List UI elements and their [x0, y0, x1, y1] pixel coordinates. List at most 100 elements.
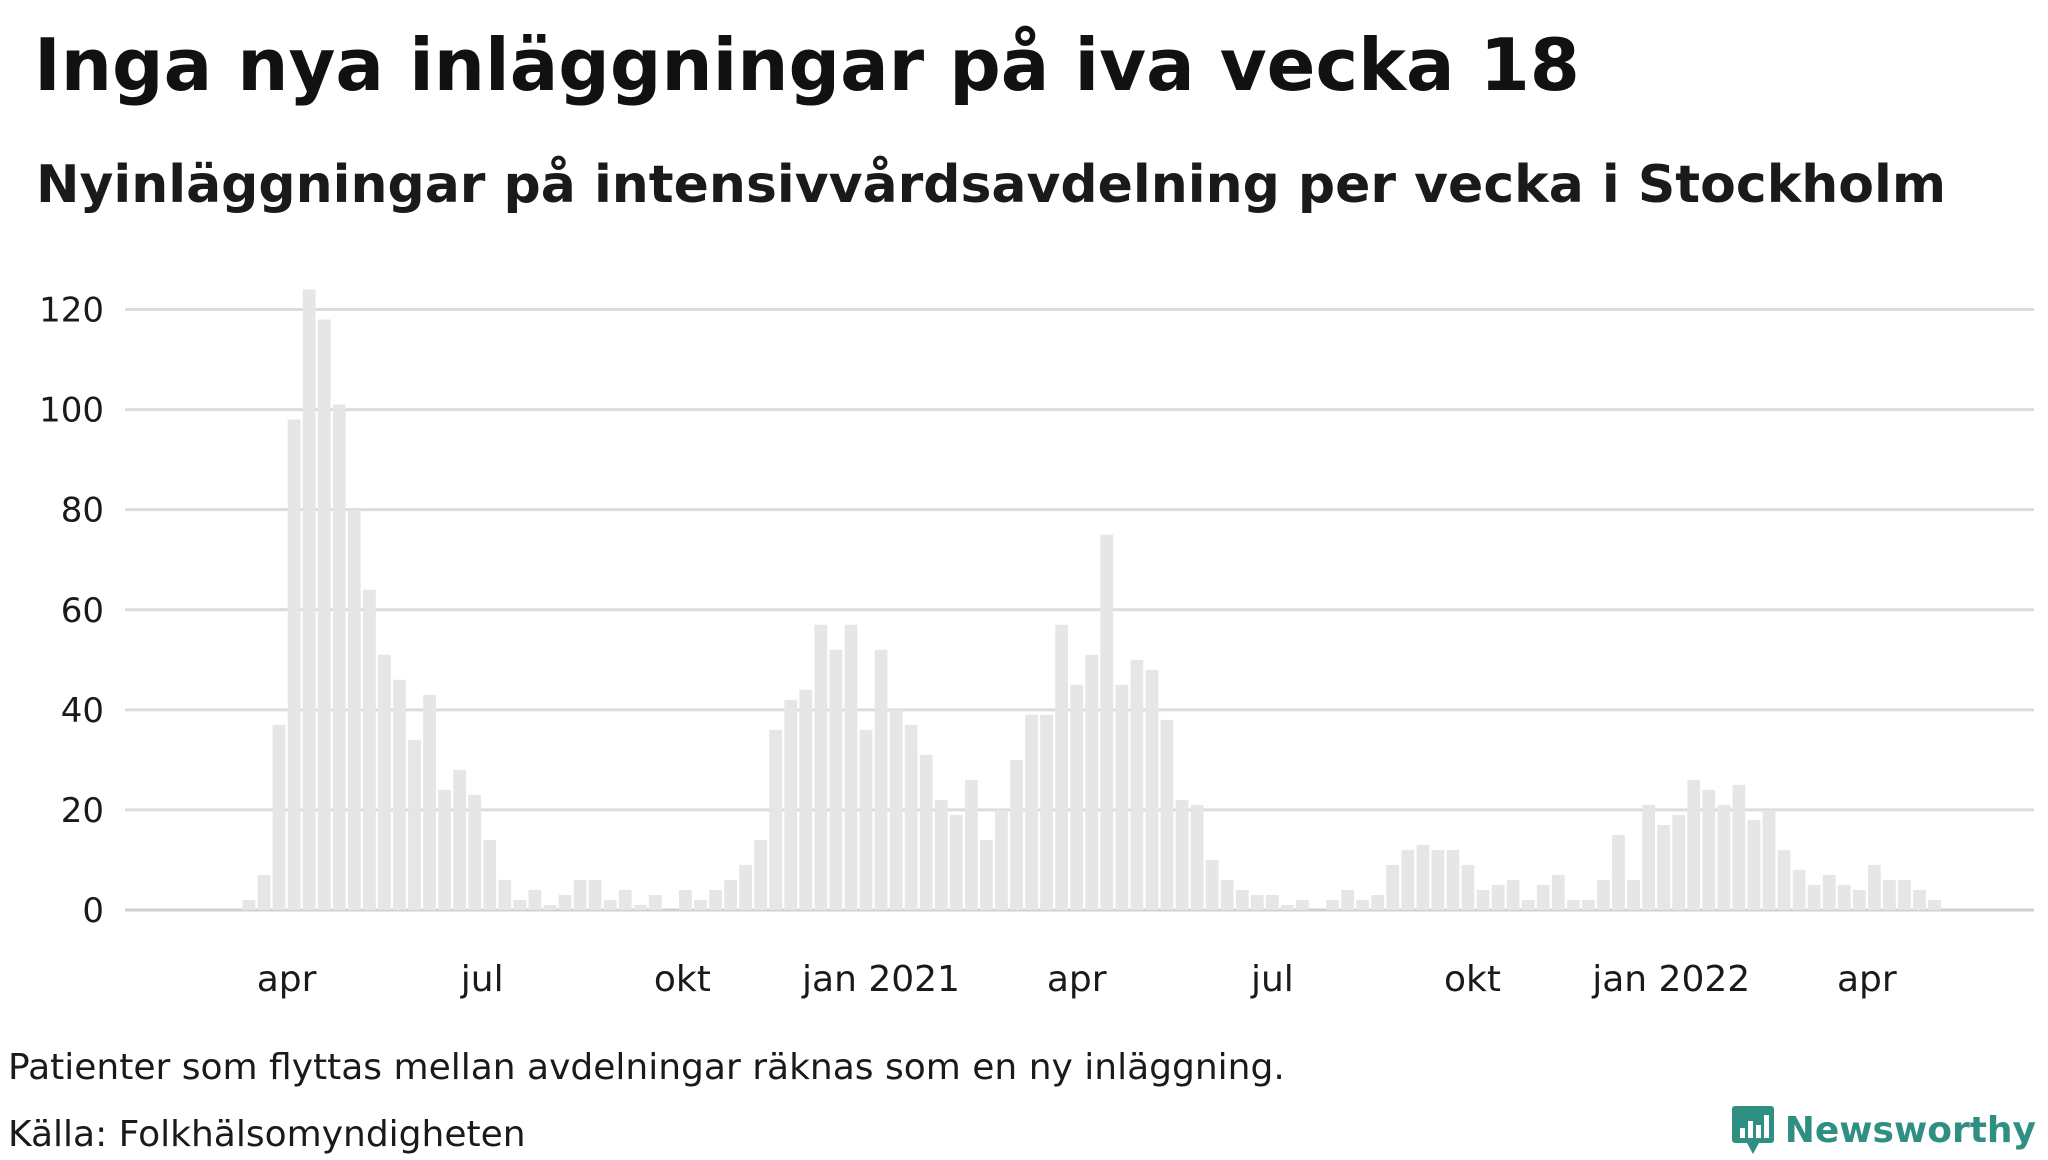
bar: [257, 874, 271, 910]
bar: [378, 654, 391, 910]
bar: [1175, 799, 1189, 910]
bar: [1085, 654, 1099, 910]
bar: [543, 905, 557, 910]
bar: [1506, 879, 1520, 910]
x-tick-label: okt: [654, 959, 711, 1000]
bar: [754, 839, 768, 910]
bar: [1055, 624, 1069, 910]
bar: [934, 799, 948, 910]
bar: [1130, 659, 1144, 910]
bar: [1461, 864, 1475, 910]
y-tick-label: 100: [39, 391, 104, 431]
bar: [423, 694, 436, 910]
bar: [995, 809, 1008, 910]
bar: [1265, 894, 1279, 910]
bar: [1837, 884, 1851, 910]
bar: [302, 289, 316, 911]
bar: [769, 729, 783, 910]
bar: [1627, 879, 1640, 910]
bar: [1702, 789, 1716, 910]
chart-note: Patienter som flyttas mellan avdelningar…: [8, 1047, 1285, 1088]
bar: [588, 879, 602, 910]
bar: [438, 789, 451, 910]
bar: [1717, 804, 1731, 910]
bar: [1401, 849, 1415, 910]
bar: [513, 899, 527, 910]
bar: [1687, 779, 1701, 910]
bar: [317, 319, 331, 910]
bar: [1220, 879, 1234, 910]
bar: [347, 509, 361, 910]
y-tick-label: 120: [39, 291, 104, 331]
bar: [739, 864, 752, 910]
bar: [1521, 899, 1535, 910]
bar: [964, 779, 978, 910]
bar: [1235, 889, 1249, 910]
bar: [468, 794, 482, 910]
bar: [272, 724, 286, 910]
bar: [1883, 879, 1896, 910]
bar: [618, 889, 632, 910]
bar: [1597, 879, 1610, 910]
bar: [1040, 714, 1053, 910]
y-tick-label: 80: [61, 491, 104, 531]
bar: [1356, 899, 1370, 910]
bar: [1536, 884, 1550, 910]
bar: [1762, 809, 1776, 910]
y-tick-label: 60: [61, 591, 104, 631]
bar: [1792, 869, 1806, 910]
bar: [1010, 759, 1023, 911]
bar: [1070, 684, 1084, 910]
bar: [919, 754, 933, 910]
bar: [889, 709, 903, 910]
bar: [1250, 894, 1264, 910]
newsworthy-logo[interactable]: Newsworthy: [1731, 1100, 2036, 1160]
bar: [694, 899, 707, 910]
bar: [1205, 859, 1219, 910]
bar: [1657, 824, 1671, 910]
bar: [528, 889, 542, 910]
bar: [498, 879, 512, 910]
bar: [799, 689, 813, 910]
bar: [679, 889, 692, 910]
bar: [1822, 874, 1836, 910]
x-tick-label: apr: [257, 959, 317, 1000]
bar: [980, 839, 993, 910]
y-tick-label: 0: [82, 891, 104, 931]
bar: [1386, 864, 1400, 910]
y-tick-label: 20: [61, 791, 104, 831]
bar: [1145, 669, 1159, 910]
bar: [709, 889, 722, 910]
x-tick-label: okt: [1444, 959, 1501, 1000]
bar: [1115, 684, 1129, 910]
bar: [648, 894, 662, 910]
bar: [1747, 819, 1761, 910]
bar: [949, 814, 963, 910]
bar: [844, 624, 858, 910]
bar: [1551, 874, 1565, 910]
bar: [1160, 719, 1174, 910]
bar: [1416, 844, 1430, 910]
y-axis-ticks: 0 20 40 60 80 100 120: [39, 291, 104, 932]
bar: [1296, 899, 1309, 910]
bar: [1867, 864, 1881, 910]
bar: [859, 729, 873, 910]
bar: [1777, 849, 1791, 910]
bar: [603, 899, 617, 910]
bar: [1566, 899, 1580, 910]
bar: [1807, 884, 1821, 910]
x-tick-label: jan 2022: [1591, 959, 1750, 1000]
x-tick-label: apr: [1837, 959, 1897, 1000]
bar: [904, 724, 918, 910]
bar: [1281, 905, 1294, 910]
chart-source: Källa: Folkhälsomyndigheten: [8, 1114, 526, 1155]
bar-chart: 0 20 40 60 80 100 120 apr jul okt jan 2021 apr jul o…: [39, 289, 2034, 1000]
bars: [242, 289, 1941, 911]
bar: [1491, 884, 1505, 910]
x-tick-label: jul: [1250, 959, 1294, 1000]
bar: [633, 905, 647, 910]
y-tick-label: 40: [61, 691, 104, 731]
bar: [287, 419, 301, 910]
bar: [1431, 849, 1445, 910]
x-tick-label: jan 2021: [801, 959, 960, 1000]
